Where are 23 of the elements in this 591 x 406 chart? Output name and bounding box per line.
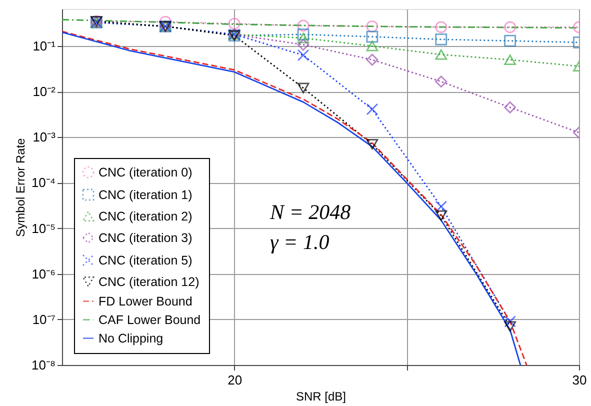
y-tick-label: 10⁻³: [32, 130, 56, 145]
x-tick-label: 20: [228, 372, 242, 388]
legend-label: CAF Lower Bound: [98, 312, 201, 327]
legend-label: CNC (iteration 2): [98, 209, 192, 224]
legend-label: CNC (iteration 12): [98, 274, 200, 289]
y-tick-label: 10⁻⁸: [32, 358, 56, 372]
x-tick-label: 30: [572, 372, 587, 388]
legend-label: CNC (iteration 1): [98, 188, 192, 202]
x-axis-title: SNR [dB]: [296, 390, 346, 404]
y-tick-label: 10⁻¹: [32, 38, 56, 54]
y-tick-label: 10⁻⁶: [32, 266, 56, 282]
legend-label: CNC (iteration 3): [98, 230, 192, 245]
y-tick-label: 10⁻⁵: [32, 220, 56, 236]
y-tick-label: 10⁻⁴: [31, 175, 56, 190]
legend-label: CNC (iteration 5): [98, 253, 192, 268]
annotation: γ = 1.0: [270, 230, 330, 254]
y-axis-title: Symbol Error Rate: [13, 138, 28, 237]
annotation: N = 2048: [269, 200, 352, 224]
legend-label: FD Lower Bound: [98, 294, 192, 308]
legend-label: No Clipping: [98, 331, 164, 346]
y-tick-label: 10⁻⁷: [32, 312, 56, 327]
y-tick-label: 10⁻²: [32, 84, 56, 100]
legend-label: CNC (iteration 0): [98, 165, 192, 180]
